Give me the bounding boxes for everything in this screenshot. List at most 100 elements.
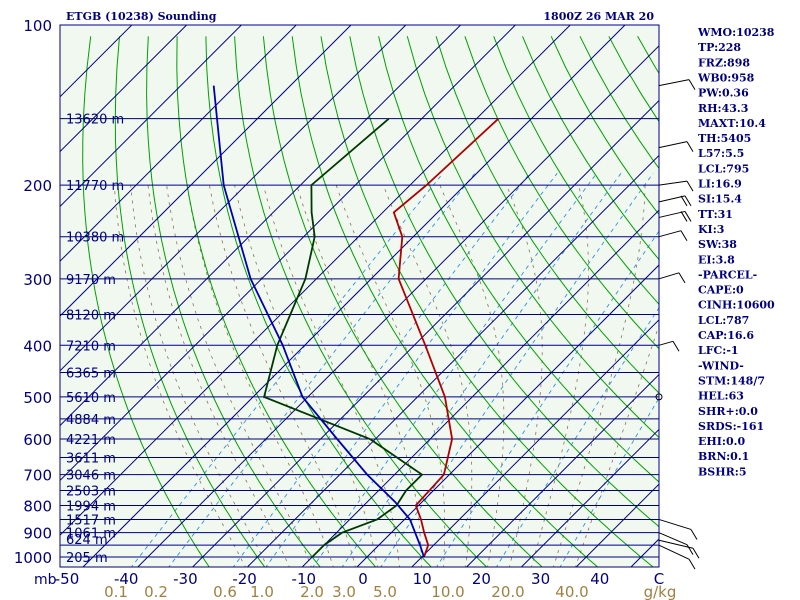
temperature-tick-label: -10 [292,570,317,588]
wind-barb-flag [690,529,698,540]
moist-adiabat-line [531,185,589,567]
indices-panel: WMO:10238 TP:228 FRZ:898 WB0:958 PW:0.36 RH:4… [697,26,775,478]
isotherm-line [411,319,659,567]
dry-adiabat-line [320,36,654,567]
index-entry: PW:0.36 [698,87,749,100]
mixing-ratio-line [380,173,654,567]
height-label: 1517 m [66,514,116,529]
wind-barb-flag [688,558,696,570]
index-entry: WMO:10238 [697,26,775,39]
pressure-tick-label: 900 [23,525,52,543]
temperature-tick-label: -50 [55,570,80,588]
moist-adiabat-line [335,184,446,567]
height-label: 11770 m [66,179,124,194]
mixing-ratio-label: 3.0 [332,583,356,600]
temperature-tick-label: 0 [358,570,368,588]
moist-adiabat-line [113,185,246,567]
index-entry: MAXT:10.4 [698,117,766,130]
index-entry: RH:43.3 [698,102,748,115]
isotherm-line [301,209,659,567]
moist-adiabat-line [209,185,356,567]
isotherm-line [60,25,188,153]
index-entry: HEL:63 [698,390,744,403]
mixing-ratio-line [130,173,444,567]
wind-barb-staff [658,195,686,203]
mixing-ratio-line [341,173,622,567]
dry-adiabat-line [146,36,321,567]
isotherm-line [465,373,659,567]
plot-frame [59,24,660,568]
index-entry: SI:15.4 [698,193,742,206]
wind-barb-staff [658,272,680,280]
wind-barbs [655,79,700,570]
chart-time: 1800Z 26 MAR 20 [543,10,654,23]
index-entry: -WIND- [698,359,744,372]
height-label: 6365 m [66,367,116,382]
index-entry: LCL:787 [698,314,749,327]
isotherm-line [60,25,243,208]
isotherm-line [191,99,659,567]
pressure-tick-labels: 100 200 300 400 500 600 700 800 900 1000 [14,17,52,567]
temperature-tick-label: -40 [114,570,139,588]
pressure-tick-label: 100 [23,17,52,35]
height-label: 8120 m [66,308,116,323]
moist-adiabat-line [439,184,505,567]
height-label: 4884 m [66,413,116,428]
moist-adiabat-line [234,185,378,567]
mixing-ratio-line [168,173,476,567]
isotherm-line [60,25,297,262]
wind-barb-staff [658,210,686,218]
mixing-ratio-lines [130,173,659,567]
height-label: 3046 m [66,469,116,484]
height-labels: 13620 m 11770 m 10380 m 9170 m 8120 m 7210 m 6… [66,113,124,566]
height-label: 10380 m [66,231,124,246]
isotherm-line [520,428,659,567]
isobars [60,24,659,558]
wind-barb-staff [658,180,688,186]
moist-adiabat-line [130,185,268,567]
wind-barb-flag [680,211,688,222]
wind-barb-staff [658,141,688,149]
wind-barb-staff [658,518,692,530]
index-entry: SW:38 [698,238,737,251]
temperature-tick-labels: -50 -40 -30 -20 -10 0 10 20 30 40 C [55,570,664,588]
wind-barb-staff [658,79,690,87]
moist-adiabat-line [506,184,543,567]
wind-calm-circle [655,393,663,401]
mixing-ratio-label: 0.1 [104,583,128,600]
temperature-tick-label: 40 [590,570,609,588]
moist-adiabat-line [186,185,334,567]
mixing-ratio-line [232,173,531,567]
moist-adiabat-line [382,184,473,567]
pressure-tick-label: 800 [23,497,52,515]
pressure-tick-label: 300 [23,271,52,289]
index-entry: EHI:0.0 [698,435,745,448]
isotherm-line [356,264,659,567]
height-label: 205 m [66,551,108,566]
temperature-tick-label: C [654,570,664,588]
dry-adiabat-line [464,36,659,350]
height-label: 13620 m [66,113,124,128]
wind-barb-staff [658,230,682,238]
isotherm-line [60,25,517,482]
mixing-ratio-label: g/kg [644,583,677,600]
isotherm-line [137,45,659,567]
moist-adiabat-line [574,323,659,567]
isotherm-line [60,25,571,536]
wind-barb-flag [684,211,692,222]
index-entry: SHR+:0.0 [698,405,758,418]
index-entry: TH:5405 [698,132,751,145]
wind-barb-flag [672,341,680,352]
index-entry: WB0:958 [697,71,755,84]
moist-adiabat-line [166,185,312,567]
isotherm-line [246,154,659,567]
pressure-tick-label: 500 [23,389,52,407]
mixing-ratio-label: 10.0 [431,583,464,600]
index-entry: CINH:10600 [698,299,775,312]
wind-barb-staff [658,532,688,546]
height-label: 3611 m [66,452,116,467]
dewpoint-profile-line [263,118,424,558]
temperature-tick-label: 10 [413,570,432,588]
dry-adiabat-line [234,36,488,567]
temperature-profile-line [392,118,500,558]
